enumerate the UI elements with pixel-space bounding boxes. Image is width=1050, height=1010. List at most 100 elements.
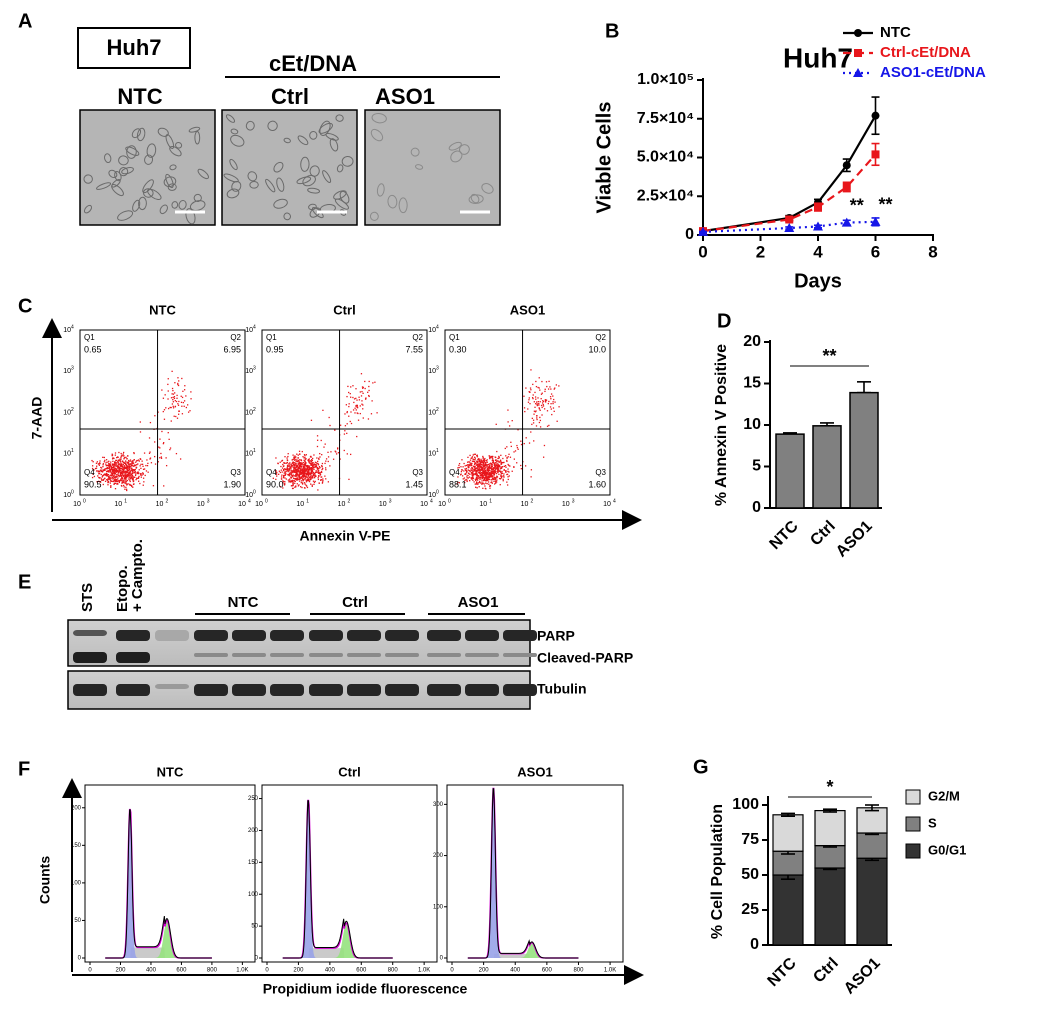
cell [245, 120, 255, 131]
event-dot [99, 462, 101, 465]
event-dot [458, 466, 460, 469]
event-dot [310, 469, 312, 472]
event-dot [487, 476, 489, 479]
event-dot [131, 470, 134, 472]
event-dot [124, 472, 126, 474]
event-dot [142, 484, 144, 486]
event-dot [111, 458, 114, 460]
event-dot [489, 463, 491, 465]
event-dot [505, 455, 507, 457]
event-dot [352, 385, 354, 387]
event-dot [110, 461, 112, 463]
event-dot [538, 404, 540, 406]
event-dot [296, 479, 298, 481]
event-dot [337, 447, 339, 449]
event-dot [492, 458, 494, 460]
event-dot [467, 456, 469, 459]
event-dot [119, 460, 122, 462]
event-dot [115, 475, 118, 477]
event-dot [298, 473, 301, 475]
event-dot [316, 439, 319, 441]
event-dot [115, 463, 117, 465]
y-tick-label: 0 [685, 226, 694, 243]
event-dot [486, 475, 488, 478]
event-dot [114, 467, 117, 469]
event-dot [113, 463, 115, 465]
event-dot [487, 475, 489, 478]
event-dot [490, 456, 492, 459]
event-dot [538, 408, 541, 410]
event-dot [490, 475, 492, 478]
event-dot [286, 470, 288, 472]
event-dot [303, 472, 305, 474]
event-dot [536, 404, 538, 407]
event-dot [498, 465, 501, 468]
event-dot [116, 456, 118, 459]
bar-segment [814, 867, 846, 946]
event-dot [107, 464, 109, 467]
y-tick-label: 1.0×10⁵ [637, 71, 694, 88]
event-dot [470, 457, 472, 460]
event-dot [481, 461, 483, 463]
event-dot [524, 465, 527, 467]
event-dot [475, 476, 478, 479]
event-dot [120, 470, 122, 472]
event-dot [492, 473, 494, 475]
event-dot [290, 463, 292, 466]
event-dot [300, 463, 302, 465]
event-dot [287, 465, 289, 467]
image-label: ASO1 [375, 84, 435, 109]
event-dot [307, 465, 309, 468]
quadrant-name: Q2 [230, 333, 241, 342]
event-dot [538, 377, 540, 379]
event-dot [275, 473, 278, 475]
event-dot [461, 469, 463, 471]
event-dot [486, 482, 488, 485]
event-dot [302, 478, 304, 481]
event-dot [500, 474, 502, 476]
event-dot [313, 454, 315, 456]
event-dot [468, 472, 470, 475]
event-dot [493, 467, 495, 469]
cell [104, 153, 112, 164]
tick-base: 10 [428, 368, 436, 375]
event-dot [305, 473, 307, 475]
event-dot [293, 466, 295, 469]
event-dot [360, 373, 363, 375]
event-dot [96, 465, 98, 467]
cell [111, 179, 121, 188]
event-dot [147, 471, 149, 473]
event-dot [304, 471, 306, 474]
g1-peak [467, 788, 579, 958]
tick-exponent: 1 [253, 448, 256, 454]
event-dot [106, 475, 108, 477]
bar-segment [856, 807, 888, 834]
event-dot [467, 464, 469, 466]
event-dot [124, 475, 127, 478]
marker [871, 111, 880, 120]
event-dot [126, 484, 128, 486]
x-tick-label: 400 [325, 968, 336, 974]
event-dot [181, 413, 184, 415]
y-tick-label: 100 [71, 880, 82, 886]
event-dot [102, 465, 104, 468]
event-dot [121, 466, 124, 468]
event-dot [109, 463, 111, 465]
x-tick-label: 400 [510, 968, 521, 974]
tick-exponent: 0 [83, 498, 86, 504]
event-dot [294, 482, 296, 484]
event-dot [460, 466, 462, 468]
event-dot [493, 476, 496, 478]
event-dot [484, 469, 487, 472]
event-dot [288, 472, 291, 474]
event-dot [483, 460, 485, 462]
y-tick-label: 50 [74, 918, 81, 924]
x-tick-label: 8 [928, 242, 937, 261]
x-tick-label: 800 [388, 968, 399, 974]
event-dot [318, 465, 321, 468]
event-dot [112, 471, 114, 473]
event-dot [493, 462, 495, 464]
event-dot [106, 479, 108, 481]
event-dot [189, 410, 191, 412]
event-dot [541, 402, 544, 404]
